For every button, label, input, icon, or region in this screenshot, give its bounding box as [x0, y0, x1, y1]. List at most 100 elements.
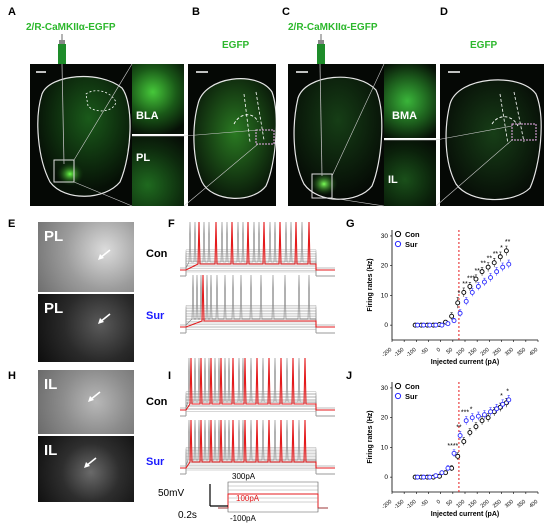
- trace-step: [180, 391, 335, 417]
- data-point-sur: [421, 474, 427, 480]
- data-point-sur: [439, 322, 445, 328]
- firing-rate-chart-g: -200 -150 -100 -50 0 50 100 150 200 250 300 350 400 0…: [367, 230, 539, 366]
- data-point-con: [491, 260, 497, 266]
- data-point-sur: [481, 412, 487, 418]
- data-point-con: [485, 415, 491, 421]
- data-point-sur: [506, 397, 512, 403]
- trace-red: [180, 357, 335, 411]
- trace-step: [180, 460, 335, 475]
- il-label: IL: [388, 174, 398, 186]
- trace-step: [180, 462, 335, 475]
- x-tick-label: 150: [468, 499, 479, 510]
- x-tick-label: -50: [420, 347, 430, 357]
- data-point-sur: [415, 322, 420, 328]
- il-region-label: IL: [44, 376, 58, 393]
- y-tick-label: 20: [381, 415, 389, 422]
- y-axis-label: Firing rates (Hz): [367, 410, 374, 463]
- data-point-sur: [488, 409, 493, 415]
- data-point-con: [479, 269, 485, 275]
- inset-bma-image: BMA: [384, 64, 436, 138]
- il-fluor-label: IL: [44, 442, 58, 459]
- significance-marker: *: [506, 388, 509, 395]
- data-point-sur: [433, 322, 439, 328]
- scale-bar-time-label: 0.2s: [178, 510, 197, 521]
- data-point-sur: [488, 275, 493, 281]
- trace-step: [180, 266, 335, 277]
- brain-section-image-b: [188, 64, 276, 206]
- arrow-icon: [88, 391, 101, 402]
- significance-marker: **: [462, 281, 468, 288]
- x-tick-label: 100: [455, 347, 466, 358]
- brain-section-image-c: [288, 64, 384, 206]
- x-tick-label: 350: [516, 499, 527, 510]
- x-tick-label: -100: [405, 347, 417, 359]
- x-tick-label: 300: [504, 499, 515, 510]
- trace-step: [180, 313, 335, 334]
- trace-red: [180, 274, 335, 328]
- significance-marker: *: [470, 407, 473, 414]
- data-point-sur: [433, 473, 439, 479]
- y-tick-label: 0: [384, 474, 388, 481]
- y-tick-label: 10: [381, 292, 389, 299]
- title-c: 2/R-CaMKIIα-EGFP: [288, 22, 378, 33]
- significance-marker: ***: [467, 275, 475, 282]
- title-b: EGFP: [222, 40, 250, 51]
- data-point-con: [497, 254, 503, 260]
- data-point-con: [485, 264, 491, 270]
- significance-marker: **: [474, 268, 480, 275]
- panel-letter-f: F: [168, 218, 175, 230]
- arrow-icon: [84, 457, 97, 468]
- legend-marker: [394, 392, 402, 400]
- x-tick-label: -200: [381, 347, 393, 359]
- data-point-sur: [463, 298, 469, 304]
- legend-label: Con: [405, 382, 420, 391]
- data-point-sur: [439, 470, 445, 476]
- data-point-sur: [427, 322, 433, 328]
- arrow-icon: [98, 313, 111, 324]
- data-point-sur: [494, 406, 500, 412]
- x-tick-label: 0: [436, 499, 442, 506]
- data-point-sur: [469, 415, 475, 421]
- trace-step: [180, 408, 335, 417]
- x-tick-label: 150: [468, 347, 479, 358]
- protocol-mid-label: 100pA: [236, 494, 260, 503]
- significance-marker: **: [456, 424, 462, 431]
- panel-letter-h: H: [8, 370, 16, 382]
- x-axis-label: Injected current (pA): [431, 359, 499, 366]
- trace-step: [180, 318, 335, 334]
- x-tick-label: 50: [446, 347, 455, 356]
- x-tick-label: -150: [393, 499, 405, 511]
- data-point-sur: [469, 289, 475, 295]
- panel-letter-b: B: [192, 6, 200, 18]
- significance-marker: **: [505, 239, 511, 246]
- significance-marker: **: [481, 260, 487, 267]
- panel-letter-i: I: [168, 370, 172, 382]
- legend-marker: [394, 230, 402, 238]
- trace-gray-spikes: [180, 274, 335, 326]
- data-point-sur: [481, 279, 487, 285]
- legend-marker: [394, 240, 402, 248]
- data-point-con: [467, 284, 473, 289]
- x-tick-label: 400: [528, 347, 539, 358]
- protocol-bottom-label: -100pA: [230, 514, 256, 523]
- step-protocol-schematic: [218, 481, 328, 513]
- trace-gray-spikes: [180, 419, 335, 467]
- x-tick-label: 350: [516, 347, 527, 358]
- data-point-con: [455, 453, 461, 459]
- data-point-sur: [415, 474, 420, 480]
- bla-label: BLA: [136, 110, 159, 122]
- trace-step: [180, 324, 335, 334]
- x-axis-label: Injected current (pA): [431, 511, 499, 518]
- x-tick-label: 400: [528, 499, 539, 510]
- trace-step: [180, 314, 335, 334]
- significance-marker: ***: [461, 409, 469, 416]
- x-tick-label: 100: [455, 499, 466, 510]
- data-point-sur: [506, 261, 512, 267]
- brightfield-image-pl: PL: [38, 222, 134, 292]
- trace-label-sur-i: Sur: [146, 456, 165, 468]
- data-point-sur: [451, 450, 457, 456]
- data-point-sur: [427, 474, 433, 480]
- trace-label-sur-f: Sur: [146, 310, 165, 322]
- x-tick-label: 250: [492, 347, 503, 358]
- panel-letter-g: G: [346, 218, 355, 230]
